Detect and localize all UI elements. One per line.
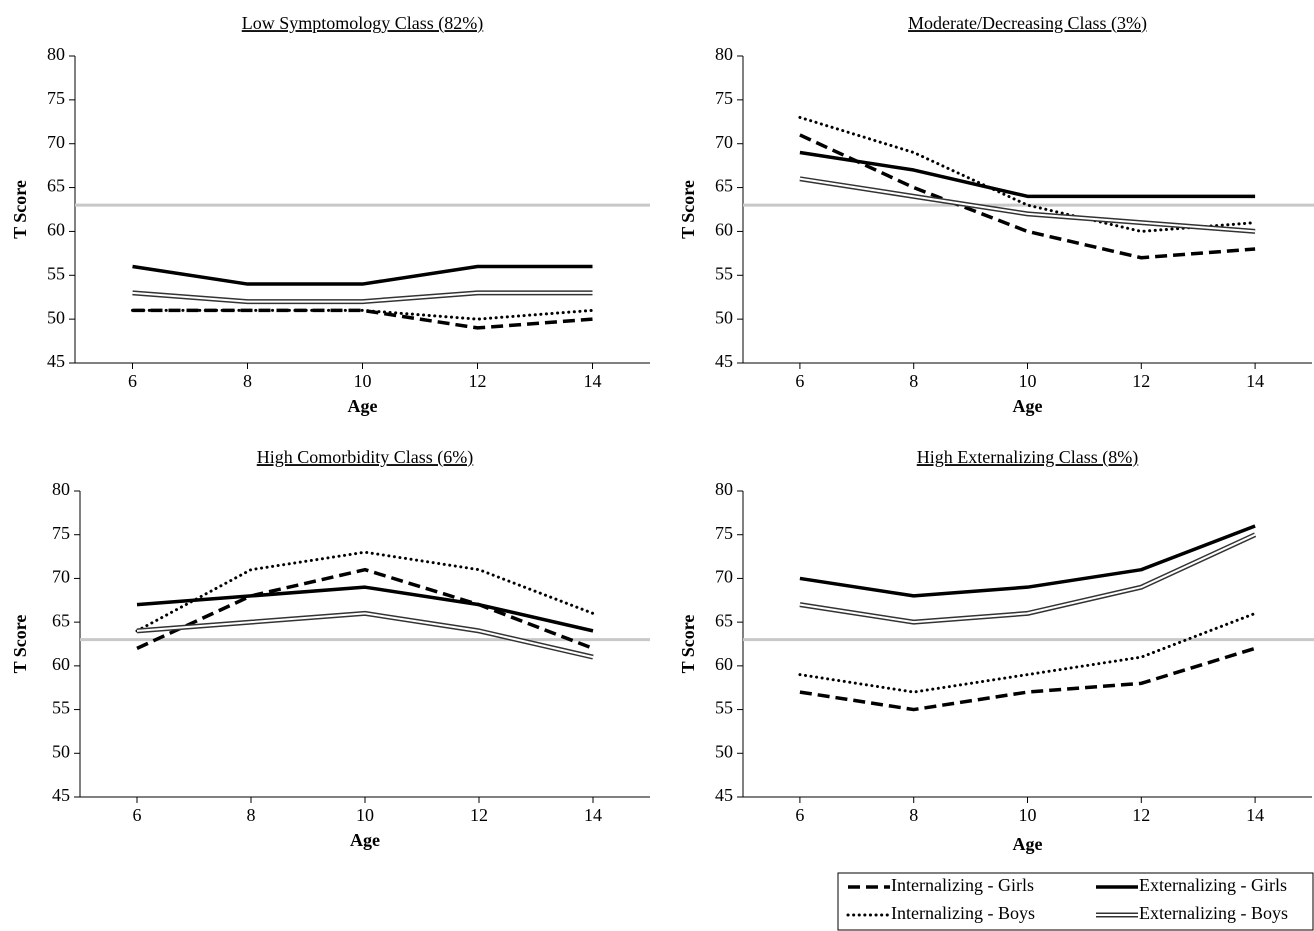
y-tick-label: 70 bbox=[47, 132, 65, 152]
y-tick-label: 80 bbox=[715, 44, 733, 64]
x-axis-label: Age bbox=[1013, 834, 1043, 854]
y-tick-label: 55 bbox=[52, 698, 70, 718]
legend-label: Externalizing - Girls bbox=[1139, 875, 1287, 895]
y-tick-label: 80 bbox=[47, 44, 65, 64]
series-line bbox=[799, 646, 1256, 712]
legend-label: Externalizing - Boys bbox=[1139, 903, 1288, 923]
x-tick-label: 14 bbox=[1246, 805, 1264, 825]
y-tick-label: 65 bbox=[52, 610, 70, 630]
y-tick-label: 60 bbox=[47, 220, 65, 240]
y-tick-label: 45 bbox=[52, 785, 70, 805]
series-line-inner bbox=[799, 177, 1256, 233]
series-line bbox=[136, 567, 594, 651]
y-tick-label: 80 bbox=[715, 479, 733, 499]
series-line bbox=[132, 308, 593, 330]
x-tick-label: 10 bbox=[1019, 805, 1037, 825]
y-tick-label: 45 bbox=[715, 351, 733, 371]
series-line-inner bbox=[136, 612, 594, 659]
y-tick-label: 50 bbox=[715, 307, 733, 327]
y-tick-label: 55 bbox=[715, 698, 733, 718]
series-line bbox=[136, 610, 594, 660]
y-axis-label: T Score bbox=[678, 615, 698, 674]
y-tick-label: 70 bbox=[715, 567, 733, 587]
y-tick-label: 65 bbox=[47, 176, 65, 196]
y-tick-label: 55 bbox=[715, 263, 733, 283]
chart-title: High Externalizing Class (8%) bbox=[917, 447, 1138, 468]
series-line bbox=[799, 524, 1256, 598]
x-tick-label: 8 bbox=[909, 805, 918, 825]
y-axis-label: T Score bbox=[10, 180, 30, 239]
x-axis-label: Age bbox=[348, 396, 378, 416]
x-tick-label: 12 bbox=[1132, 805, 1150, 825]
y-tick-label: 80 bbox=[52, 479, 70, 499]
y-tick-label: 45 bbox=[47, 351, 65, 371]
series-line bbox=[132, 264, 593, 286]
series-line bbox=[798, 611, 1257, 694]
y-tick-label: 75 bbox=[715, 88, 733, 108]
series-line-inner bbox=[132, 291, 593, 303]
chart-title: Moderate/Decreasing Class (3%) bbox=[908, 13, 1147, 34]
y-tick-label: 65 bbox=[715, 176, 733, 196]
y-tick-label: 50 bbox=[47, 307, 65, 327]
y-tick-label: 55 bbox=[47, 263, 65, 283]
y-axis-label: T Score bbox=[10, 615, 30, 674]
x-tick-label: 14 bbox=[584, 805, 602, 825]
series-line bbox=[136, 585, 594, 633]
x-axis-label: Age bbox=[350, 830, 380, 850]
x-tick-label: 8 bbox=[909, 371, 918, 391]
chart-title: High Comorbidity Class (6%) bbox=[257, 447, 474, 468]
series-line bbox=[131, 308, 594, 321]
x-tick-label: 6 bbox=[795, 805, 804, 825]
x-tick-label: 8 bbox=[243, 371, 252, 391]
x-tick-label: 12 bbox=[1132, 371, 1150, 391]
series-line bbox=[799, 133, 1256, 260]
y-tick-label: 60 bbox=[715, 654, 733, 674]
series-line bbox=[798, 115, 1257, 233]
y-tick-label: 70 bbox=[52, 567, 70, 587]
series-line bbox=[135, 550, 595, 633]
y-tick-label: 50 bbox=[715, 741, 733, 761]
y-tick-label: 70 bbox=[715, 132, 733, 152]
x-axis-label: Age bbox=[1013, 396, 1043, 416]
x-tick-label: 12 bbox=[470, 805, 488, 825]
x-tick-label: 6 bbox=[128, 371, 137, 391]
y-tick-label: 45 bbox=[715, 785, 733, 805]
x-tick-label: 10 bbox=[1019, 371, 1037, 391]
y-axis-label: T Score bbox=[678, 180, 698, 239]
x-tick-label: 10 bbox=[354, 371, 372, 391]
chart-title: Low Symptomology Class (82%) bbox=[242, 13, 484, 34]
legend-label: Internalizing - Girls bbox=[891, 875, 1034, 895]
legend-label: Internalizing - Boys bbox=[891, 903, 1035, 923]
x-tick-label: 8 bbox=[247, 805, 256, 825]
y-tick-label: 75 bbox=[715, 523, 733, 543]
series-line bbox=[799, 532, 1257, 625]
y-tick-label: 75 bbox=[47, 88, 65, 108]
x-tick-label: 10 bbox=[356, 805, 374, 825]
y-tick-label: 60 bbox=[52, 654, 70, 674]
legend-box bbox=[837, 872, 1314, 931]
y-tick-label: 75 bbox=[52, 523, 70, 543]
y-tick-label: 50 bbox=[52, 741, 70, 761]
y-tick-label: 60 bbox=[715, 220, 733, 240]
x-tick-label: 6 bbox=[133, 805, 142, 825]
x-tick-label: 6 bbox=[795, 371, 804, 391]
x-tick-label: 12 bbox=[469, 371, 487, 391]
series-line bbox=[799, 150, 1256, 199]
x-tick-label: 14 bbox=[584, 371, 602, 391]
y-tick-label: 65 bbox=[715, 610, 733, 630]
x-tick-label: 14 bbox=[1246, 371, 1264, 391]
series-line-inner bbox=[799, 533, 1256, 624]
